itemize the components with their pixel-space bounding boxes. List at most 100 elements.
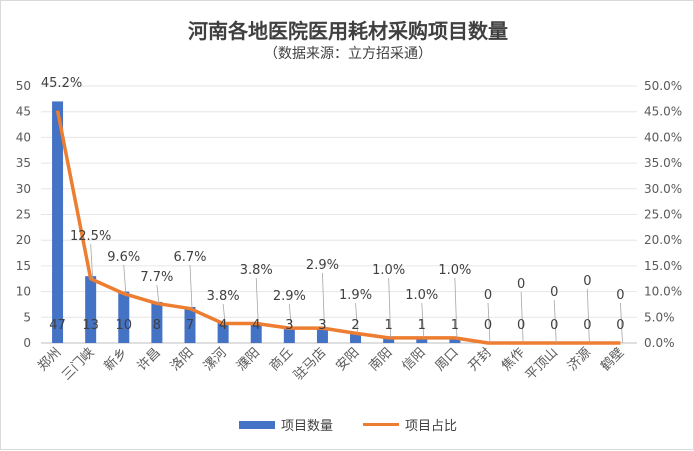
leader-line: [388, 277, 392, 338]
bar-data-label: 0: [616, 318, 624, 333]
leader-line: [553, 299, 557, 344]
y-tick-left: 35: [16, 156, 31, 170]
line-data-label: 2.9%: [273, 289, 306, 304]
bar-data-label: 0: [550, 318, 558, 333]
chart-title: 河南各地医院医用耗材采购项目数量: [188, 19, 508, 43]
x-tick-label: 南阳: [366, 345, 396, 375]
legend-label-line: 项目占比: [405, 419, 458, 434]
line-data-label: 0: [550, 285, 558, 300]
leader-line: [123, 264, 127, 294]
line-data-label: 6.7%: [173, 250, 206, 265]
line-data-label: 0: [517, 277, 525, 292]
bar-data-label: 1: [385, 318, 393, 333]
bar: [383, 337, 395, 343]
line-data-label: 1.0%: [405, 288, 438, 303]
bar: [416, 337, 428, 343]
bar-data-label: 4: [219, 318, 227, 333]
leader-line: [255, 277, 259, 324]
y-tick-left: 5: [23, 310, 31, 324]
leader-line: [620, 302, 623, 344]
line-data-label: 0: [616, 288, 624, 303]
bar: [283, 327, 295, 343]
bar-data-label: 0: [484, 318, 492, 333]
leader-line: [454, 277, 458, 338]
bar-data-label: 10: [116, 318, 133, 333]
bar: [316, 327, 328, 343]
y-tick-right: 10.0%: [644, 285, 682, 299]
legend: 项目数量 项目占比: [1, 415, 694, 434]
leader-line: [421, 302, 425, 338]
x-tick-label: 许昌: [135, 345, 164, 374]
x-tick-label: 信阳: [400, 345, 429, 374]
bar-data-label: 3: [318, 318, 326, 333]
bar-data-label: 8: [153, 318, 161, 333]
x-tick-label: 三门峡: [59, 345, 97, 383]
y-tick-left: 40: [16, 130, 31, 144]
leader-line: [586, 288, 590, 344]
leader-line: [487, 302, 491, 344]
legend-item-bar[interactable]: 项目数量: [238, 415, 333, 434]
bar: [250, 322, 262, 343]
y-tick-right: 0.0%: [644, 336, 675, 350]
line-data-label: 1.0%: [372, 263, 405, 278]
line-data-label: 1.0%: [438, 263, 471, 278]
x-tick-label: 洛阳: [168, 345, 197, 374]
y-tick-left: 0: [23, 336, 31, 350]
leader-line: [189, 264, 193, 309]
line-data-label: 45.2%: [41, 76, 82, 91]
line-data-label: 9.6%: [107, 250, 140, 265]
leader-line: [288, 303, 292, 329]
y-tick-right: 50.0%: [644, 79, 682, 93]
x-tick-label: 驻马店: [291, 345, 329, 383]
bar: [52, 101, 64, 343]
x-tick-label: 漯河: [201, 345, 230, 374]
y-tick-left: 25: [16, 208, 31, 222]
x-tick-label: 安阳: [333, 345, 362, 374]
bar-data-label: 1: [418, 318, 426, 333]
legend-item-line[interactable]: 项目占比: [363, 415, 457, 434]
line-data-label: 1.9%: [339, 288, 372, 303]
bar-data-label: 2: [351, 318, 359, 333]
y-tick-right: 20.0%: [644, 233, 682, 247]
chart-subtitle: （数据来源：立方招采通）: [264, 46, 432, 62]
leader-line: [156, 284, 160, 304]
y-tick-left: 10: [16, 285, 31, 299]
bar: [151, 301, 163, 343]
bar: [350, 332, 362, 343]
bar: [85, 276, 97, 343]
y-tick-right: 40.0%: [644, 130, 682, 144]
x-tick-label: 焦作: [499, 345, 528, 374]
leader-line: [355, 302, 358, 334]
y-tick-right: 25.0%: [644, 208, 682, 222]
bar-data-label: 1: [451, 318, 459, 333]
line-data-label: 0: [583, 274, 591, 289]
legend-swatch-bar: [238, 420, 275, 429]
y-tick-left: 30: [16, 182, 31, 196]
x-tick-label: 开封: [466, 345, 495, 374]
x-tick-label: 平顶山: [523, 345, 561, 383]
line-data-label: 3.8%: [207, 289, 240, 304]
y-tick-right: 5.0%: [644, 310, 675, 324]
y-tick-right: 45.0%: [644, 105, 682, 119]
leader-line: [520, 291, 524, 344]
x-tick-label: 济源: [565, 345, 594, 374]
bar-data-label: 0: [517, 318, 525, 333]
line-series: [55, 110, 621, 345]
y-tick-right: 35.0%: [644, 156, 682, 170]
leader-line: [90, 243, 94, 279]
y-tick-right: 30.0%: [644, 182, 682, 196]
line-data-label: 0: [484, 288, 492, 303]
bar-data-label: 47: [49, 318, 66, 333]
y-tick-right: 15.0%: [644, 259, 682, 273]
line-data-label: 7.7%: [140, 270, 173, 285]
leader-line: [222, 303, 226, 324]
bar: [449, 337, 461, 343]
y-tick-left: 45: [16, 105, 31, 119]
bar-data-label: 3: [285, 318, 293, 333]
y-tick-left: 50: [16, 79, 31, 93]
x-tick-label: 鹤壁: [598, 345, 628, 375]
y-tick-left: 15: [16, 259, 31, 273]
legend-swatch-line: [363, 423, 399, 426]
